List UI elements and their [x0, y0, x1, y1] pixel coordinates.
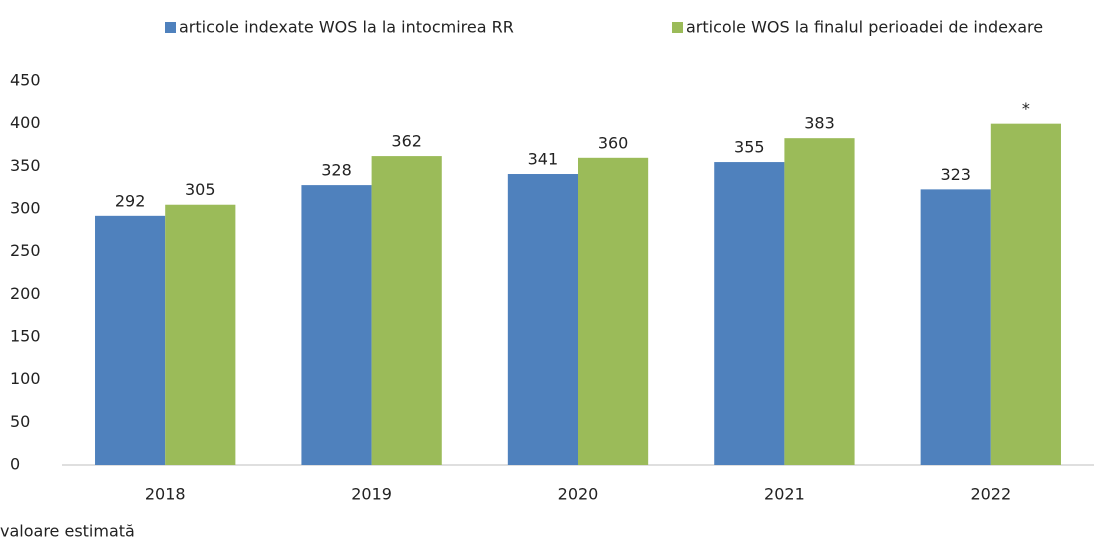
y-tick-label: 350: [10, 156, 41, 175]
bar: [578, 157, 649, 466]
y-tick-label: 100: [10, 369, 41, 388]
bar: [714, 162, 785, 466]
x-tick-label: 2022: [970, 485, 1011, 504]
y-tick-label: 450: [10, 71, 41, 90]
y-tick-label: 50: [10, 412, 30, 431]
legend-swatch: [165, 22, 176, 33]
y-tick-label: 0: [10, 455, 20, 474]
x-tick-label: 2021: [764, 485, 805, 504]
data-label: 355: [734, 138, 765, 157]
data-label: 341: [528, 150, 559, 169]
legend-swatch: [672, 22, 683, 33]
bar: [301, 185, 372, 465]
x-tick-label: 2020: [558, 485, 599, 504]
y-tick-label: 150: [10, 327, 41, 346]
data-label: 360: [598, 133, 629, 152]
bar: [990, 123, 1061, 466]
data-label: 292: [115, 191, 146, 210]
y-tick-label: 400: [10, 113, 41, 132]
data-label: 362: [391, 132, 422, 151]
x-tick-label: 2018: [145, 485, 186, 504]
y-tick-label: 300: [10, 199, 41, 218]
legend-label: articole WOS la finalul perioadei de ind…: [686, 18, 1043, 37]
bar: [920, 189, 991, 465]
y-tick-label: 200: [10, 284, 41, 303]
data-label: 328: [321, 161, 352, 180]
footnote: valoare estimată: [0, 522, 135, 541]
bar: [95, 215, 166, 465]
legend-label: articole indexate WOS la la intocmirea R…: [179, 18, 514, 37]
y-tick-label: 250: [10, 241, 41, 260]
data-label: *: [1022, 99, 1030, 118]
data-label: 323: [940, 165, 971, 184]
bar: [165, 204, 236, 465]
data-label: 305: [185, 180, 216, 199]
bar: [784, 138, 855, 465]
bar: [371, 156, 442, 466]
data-label: 383: [804, 114, 835, 133]
x-tick-label: 2019: [351, 485, 392, 504]
bar: [507, 174, 578, 465]
